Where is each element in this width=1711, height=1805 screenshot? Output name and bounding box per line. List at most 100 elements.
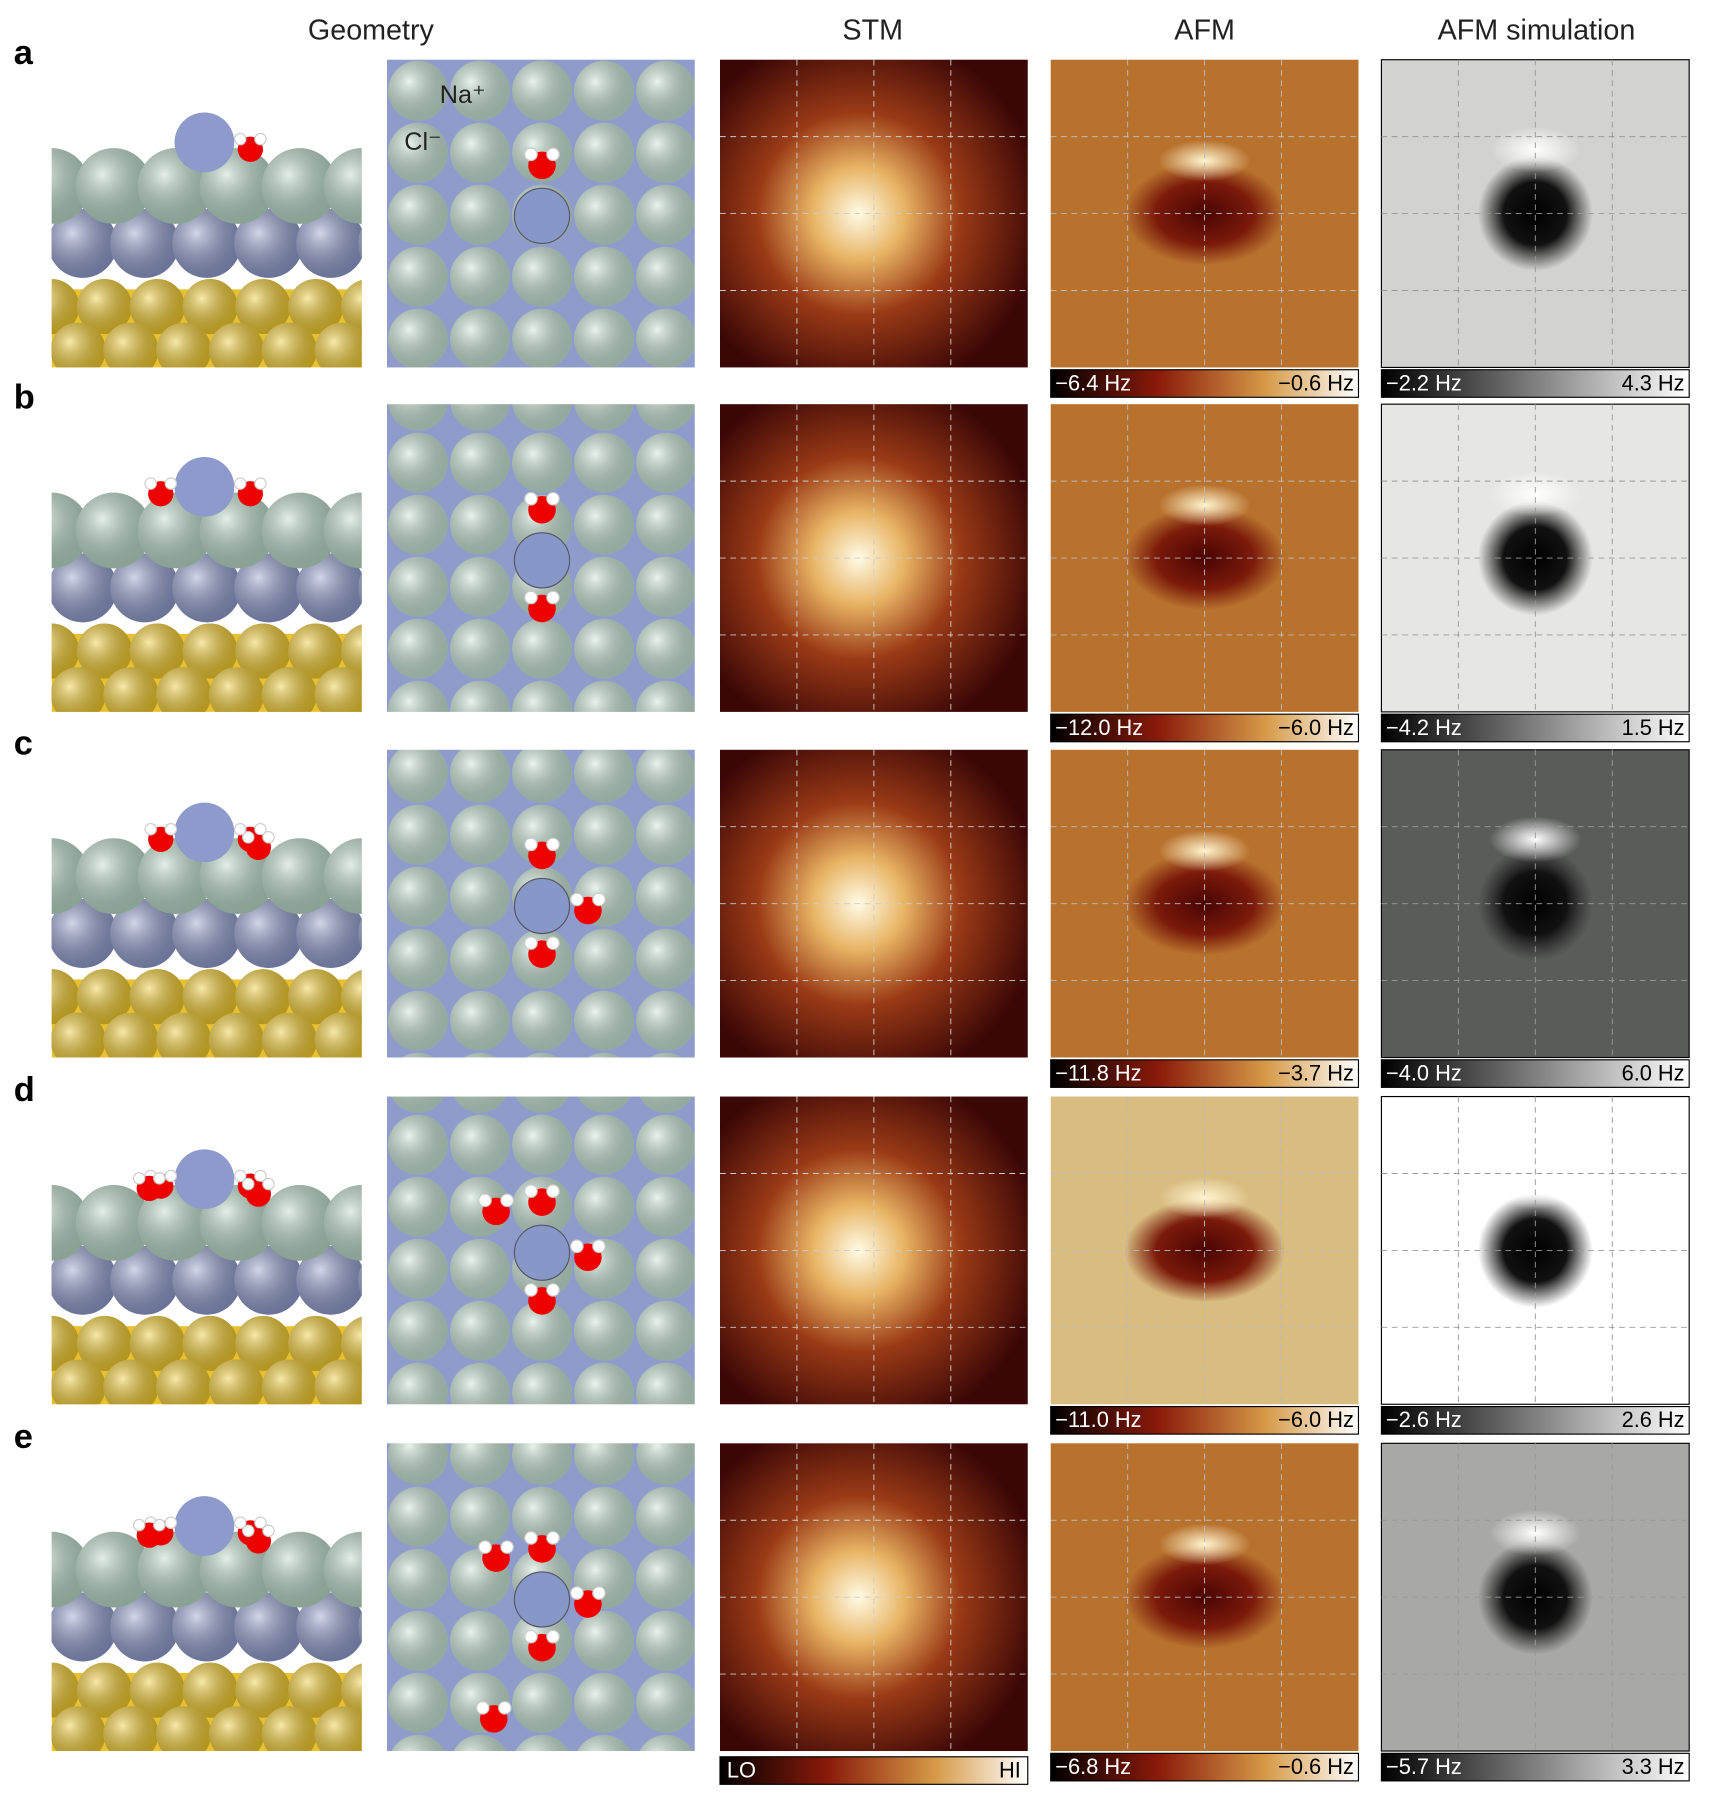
stm-bg <box>719 59 1028 368</box>
shade <box>261 667 317 712</box>
shade <box>75 1184 152 1261</box>
colorbar-max: 4.3 Hz <box>1622 370 1685 395</box>
shade <box>51 969 80 1025</box>
shade <box>0 279 26 334</box>
shade <box>358 1612 362 1643</box>
stm-image <box>719 59 1028 368</box>
hydrogen-atom <box>546 837 560 852</box>
colorbar-max: −0.6 Hz <box>1278 1754 1354 1779</box>
shade <box>172 553 242 623</box>
shade <box>129 1315 185 1371</box>
row-label: a <box>14 34 34 72</box>
afm-dark <box>1124 506 1285 610</box>
adatom <box>513 877 571 935</box>
afm-image <box>1050 1096 1359 1405</box>
shade <box>296 208 362 278</box>
shade <box>209 322 265 368</box>
sim-dark <box>1477 1192 1593 1308</box>
top-view <box>386 1443 695 1752</box>
shade <box>51 623 80 679</box>
hydrogen-atom <box>262 1177 275 1191</box>
shade <box>296 553 362 623</box>
shade <box>51 279 80 335</box>
colorbar <box>1050 369 1360 398</box>
hydrogen-atom <box>546 1184 560 1198</box>
shade <box>110 553 180 623</box>
sim-dark <box>1477 500 1593 616</box>
shade <box>234 1245 304 1315</box>
colorbar-min: −5.7 Hz <box>1386 1754 1462 1779</box>
gold-atom <box>51 1379 53 1395</box>
shade <box>323 1184 362 1261</box>
shade <box>156 1012 212 1058</box>
shade <box>51 918 56 949</box>
colorbar-max: 6.0 Hz <box>1622 1060 1685 1085</box>
shade <box>0 623 26 678</box>
hydrogen-atom <box>233 1516 247 1530</box>
sodium-atom <box>51 572 56 603</box>
gold-atom <box>0 1663 26 1718</box>
shade <box>110 208 180 278</box>
shade <box>172 1245 242 1315</box>
colorbar <box>1050 713 1360 743</box>
adatom <box>174 1149 235 1210</box>
shade <box>261 1706 317 1752</box>
shade <box>341 624 362 678</box>
sodium-atom <box>51 228 56 259</box>
shade <box>51 1706 106 1752</box>
hydrogen-atom <box>546 492 560 506</box>
adatom <box>513 1571 571 1628</box>
shade <box>261 322 317 368</box>
colorbar-max: HI <box>999 1757 1021 1782</box>
hydrogen-atom <box>570 1239 584 1254</box>
colorbar <box>1380 369 1690 398</box>
stm-bg <box>719 1096 1028 1405</box>
shade <box>76 1662 133 1718</box>
shade <box>51 553 118 623</box>
afm-image <box>1050 404 1359 712</box>
hydrogen-atom <box>546 1629 560 1644</box>
afm-bright <box>1158 1176 1251 1219</box>
top-view <box>386 59 695 368</box>
afm-dark <box>1124 851 1285 956</box>
shade <box>209 1706 265 1752</box>
shade <box>156 1359 212 1405</box>
afm-bright <box>1158 1523 1251 1566</box>
hydrogen-atom <box>570 892 584 907</box>
sim-bright <box>1489 470 1582 517</box>
sim-bright <box>1489 126 1582 173</box>
stm-image <box>719 1096 1028 1405</box>
hydrogen-atom <box>500 1193 514 1208</box>
shade <box>51 208 118 278</box>
column-header: Geometry <box>308 15 435 47</box>
side-view <box>51 802 362 1058</box>
hydrogen-atom <box>153 1172 166 1185</box>
colorbar <box>1380 713 1690 743</box>
colorbar-min: −2.2 Hz <box>1386 370 1462 395</box>
shade <box>129 969 185 1025</box>
hydrogen-atom <box>524 837 538 852</box>
gold-atom <box>0 623 26 678</box>
shade <box>103 667 159 712</box>
shade <box>314 1706 362 1752</box>
gold-atom <box>51 1032 53 1049</box>
hydrogen-atom <box>500 1540 514 1554</box>
shade <box>172 1592 242 1662</box>
colorbar-min: −4.2 Hz <box>1386 715 1462 740</box>
shade <box>288 279 344 335</box>
shade <box>182 279 238 335</box>
shade <box>235 1662 291 1718</box>
hydrogen-atom <box>233 1169 247 1183</box>
colorbar-min: −6.4 Hz <box>1055 370 1131 395</box>
hydrogen-atom <box>546 1531 560 1545</box>
shade <box>235 623 291 679</box>
afm-bright <box>1158 830 1251 872</box>
gold-atom <box>51 342 53 359</box>
shade <box>209 667 265 712</box>
afm-image <box>1050 59 1359 368</box>
adatom <box>513 1224 571 1281</box>
shade <box>288 1315 344 1371</box>
top-view <box>386 404 695 712</box>
column-header: AFM simulation <box>1438 15 1636 47</box>
